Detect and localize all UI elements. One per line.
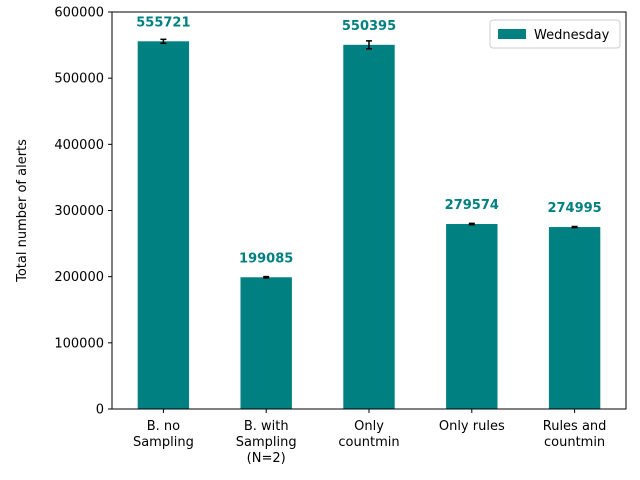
x-axis: B. no Sampling B. with Sampling (N=2) Only cou…	[133, 409, 606, 466]
data-labels-group: 555721 199085 550395 279574 274995	[136, 15, 601, 266]
bars-group	[137, 41, 601, 410]
x-tick-label-1: B. with Sampling (N=2)	[236, 419, 297, 466]
bar-1	[240, 277, 292, 409]
error-bars-group	[160, 38, 578, 279]
y-tick-label-1: 100000	[54, 336, 104, 351]
y-axis: 0 100000 200000 300000 400000 500000 600000	[54, 6, 112, 418]
data-label-4: 274995	[547, 201, 601, 216]
bar-4	[548, 227, 601, 409]
x-tick-label-2: Only countmin	[338, 419, 399, 450]
y-tick-label-3: 300000	[54, 204, 104, 219]
legend-box	[489, 19, 621, 49]
y-axis-title: Total number of alerts	[15, 139, 30, 283]
y-tick-label-4: 400000	[54, 138, 104, 153]
y-tick-label-6: 600000	[54, 6, 104, 21]
y-tick-label-2: 200000	[54, 270, 104, 285]
data-label-0: 555721	[136, 15, 190, 30]
x-tick-label-4: Rules and countmin	[543, 419, 607, 450]
bar-0	[137, 41, 190, 409]
data-label-3: 279574	[445, 198, 499, 213]
y-tick-label-0: 0	[96, 403, 104, 418]
bar-2	[343, 44, 395, 410]
data-label-2: 550395	[342, 19, 396, 34]
data-label-1: 199085	[239, 251, 293, 266]
x-tick-label-0: B. no Sampling	[133, 419, 194, 450]
bar-3	[446, 224, 498, 409]
legend-label: Wednesday	[534, 28, 610, 43]
legend-swatch	[498, 29, 526, 39]
x-tick-label-3: Only rules	[439, 419, 505, 434]
y-tick-label-5: 500000	[54, 72, 104, 87]
legend[interactable]: Wednesday	[489, 19, 621, 49]
